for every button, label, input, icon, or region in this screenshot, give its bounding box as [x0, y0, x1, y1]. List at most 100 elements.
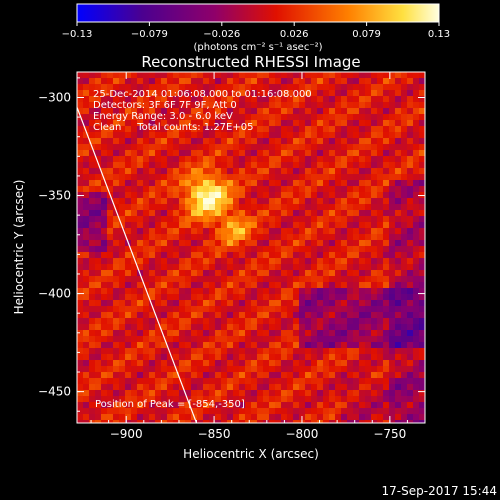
- heatmap-cell: [305, 390, 312, 397]
- heatmap-cell: [305, 204, 312, 211]
- heatmap-cell: [299, 372, 306, 379]
- heatmap-cell: [377, 72, 384, 79]
- heatmap-cell: [227, 408, 234, 415]
- heatmap-cell: [419, 180, 425, 187]
- heatmap-cell: [407, 150, 414, 157]
- heatmap-cell: [221, 360, 228, 367]
- heatmap-cell: [305, 312, 312, 319]
- heatmap-cell: [191, 240, 198, 247]
- heatmap-cell: [137, 186, 144, 193]
- heatmap-cell: [203, 312, 210, 319]
- heatmap-cell: [251, 72, 258, 79]
- heatmap-cell: [83, 204, 90, 211]
- heatmap-cell: [257, 414, 264, 421]
- heatmap-cell: [311, 204, 318, 211]
- heatmap-cell: [227, 348, 234, 355]
- heatmap-cell: [221, 96, 228, 103]
- heatmap-cell: [317, 390, 324, 397]
- heatmap-cell: [353, 78, 360, 85]
- heatmap-cell: [305, 138, 312, 145]
- heatmap-cell: [329, 84, 336, 91]
- heatmap-cell: [155, 420, 162, 423]
- heatmap-cell: [167, 264, 174, 271]
- heatmap-cell: [329, 384, 336, 391]
- heatmap-cell: [341, 72, 348, 79]
- heatmap-cell: [83, 372, 90, 379]
- heatmap-cell: [233, 396, 240, 403]
- heatmap-cell: [203, 264, 210, 271]
- heatmap-cell: [203, 96, 210, 103]
- heatmap-cell: [419, 84, 425, 91]
- heatmap-cell: [275, 78, 282, 85]
- heatmap-cell: [197, 216, 204, 223]
- heatmap-cell: [155, 216, 162, 223]
- heatmap-cell: [287, 216, 294, 223]
- heatmap-cell: [137, 132, 144, 139]
- heatmap-cell: [203, 384, 210, 391]
- heatmap-cell: [161, 264, 168, 271]
- heatmap-cell: [125, 258, 132, 265]
- heatmap-cell: [233, 318, 240, 325]
- heatmap-cell: [257, 138, 264, 145]
- heatmap-cell: [161, 378, 168, 385]
- heatmap-cell: [305, 174, 312, 181]
- heatmap-cell: [305, 84, 312, 91]
- heatmap-cell: [311, 216, 318, 223]
- heatmap-cell: [173, 342, 180, 349]
- heatmap-cell: [341, 264, 348, 271]
- heatmap-cell: [365, 408, 372, 415]
- heatmap-cell: [77, 270, 84, 277]
- heatmap-cell: [149, 180, 156, 187]
- heatmap-cell: [419, 414, 425, 421]
- heatmap-cell: [173, 318, 180, 325]
- heatmap-cell: [347, 204, 354, 211]
- heatmap-cell: [305, 78, 312, 85]
- heatmap-cell: [257, 198, 264, 205]
- heatmap-cell: [383, 96, 390, 103]
- heatmap-cell: [155, 252, 162, 259]
- heatmap-cell: [275, 318, 282, 325]
- heatmap-cell: [161, 168, 168, 175]
- heatmap-cell: [341, 168, 348, 175]
- heatmap-cell: [413, 240, 420, 247]
- heatmap-cell: [137, 234, 144, 241]
- heatmap-cell: [107, 366, 114, 373]
- heatmap-cell: [221, 414, 228, 421]
- heatmap-cell: [365, 192, 372, 199]
- heatmap-cell: [299, 390, 306, 397]
- heatmap-cell: [317, 396, 324, 403]
- heatmap-cell: [221, 276, 228, 283]
- heatmap-cell: [407, 324, 414, 331]
- heatmap-cell: [83, 306, 90, 313]
- heatmap-cell: [209, 144, 216, 151]
- heatmap-cell: [305, 162, 312, 169]
- heatmap-cell: [77, 342, 84, 349]
- heatmap-cell: [173, 390, 180, 397]
- heatmap-cell: [155, 312, 162, 319]
- heatmap-cell: [395, 360, 402, 367]
- heatmap-cell: [353, 204, 360, 211]
- heatmap-cell: [149, 132, 156, 139]
- heatmap-cell: [305, 306, 312, 313]
- heatmap-cell: [275, 246, 282, 253]
- heatmap-cell: [335, 252, 342, 259]
- heatmap-cell: [239, 366, 246, 373]
- heatmap-cell: [185, 252, 192, 259]
- heatmap-cell: [269, 276, 276, 283]
- heatmap-cell: [197, 264, 204, 271]
- heatmap-cell: [353, 378, 360, 385]
- heatmap-cell: [275, 204, 282, 211]
- heatmap-cell: [227, 210, 234, 217]
- heatmap-cell: [203, 162, 210, 169]
- heatmap-cell: [293, 288, 300, 295]
- heatmap-cell: [233, 156, 240, 163]
- heatmap-cell: [101, 96, 108, 103]
- heatmap-cell: [305, 144, 312, 151]
- heatmap-cell: [83, 192, 90, 199]
- heatmap-cell: [197, 114, 204, 121]
- heatmap-cell: [233, 300, 240, 307]
- heatmap-cell: [269, 192, 276, 199]
- heatmap-cell: [95, 336, 102, 343]
- heatmap-cell: [89, 204, 96, 211]
